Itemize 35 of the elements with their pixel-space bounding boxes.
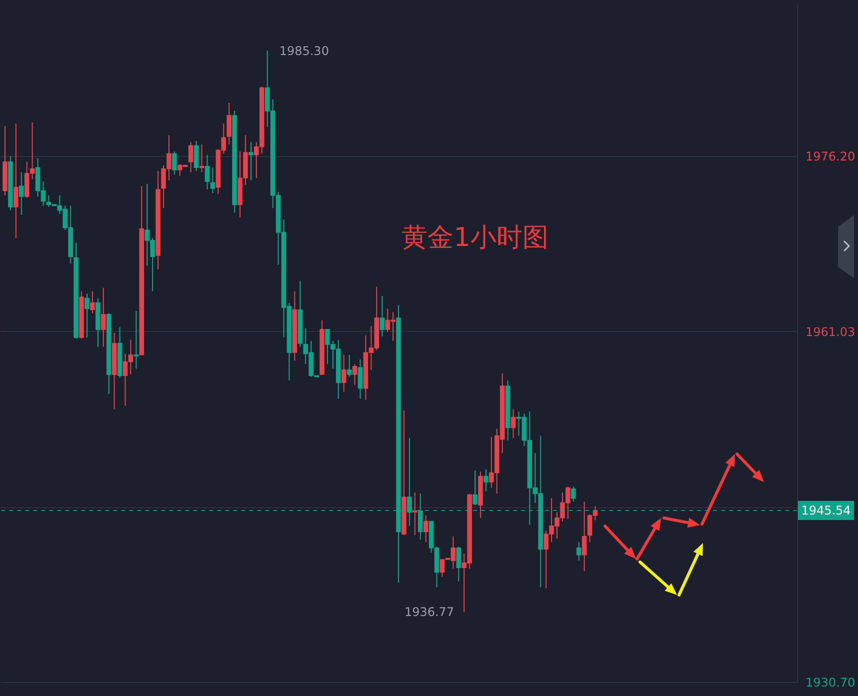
candlestick <box>484 468 488 492</box>
candlestick <box>576 542 582 562</box>
candlestick <box>100 287 106 348</box>
candlestick <box>358 358 363 400</box>
y-tick-label: 1961.03 <box>806 324 856 339</box>
candlestick <box>18 172 24 216</box>
candlestick <box>380 295 385 337</box>
annotation: 黄金1小时图 <box>402 223 548 253</box>
candlestick <box>423 515 428 543</box>
candlestick <box>90 290 95 314</box>
candlestick <box>194 140 199 172</box>
candlestick <box>204 154 210 190</box>
candlestick <box>582 501 587 572</box>
candlestick <box>199 144 204 173</box>
candlestick <box>172 150 177 176</box>
candlestick <box>510 408 516 439</box>
y-tick-label: 1976.20 <box>806 150 856 164</box>
candlestick <box>210 167 216 194</box>
candlestick <box>346 354 352 378</box>
annotation: 1936.77 <box>404 604 454 619</box>
candlestick <box>134 310 139 370</box>
annotation: 1985.30 <box>279 44 329 58</box>
candlestick <box>341 354 346 392</box>
candlestick <box>456 546 462 582</box>
candlestick <box>472 470 478 506</box>
candlestick <box>14 123 18 239</box>
candlestick <box>412 492 418 536</box>
candlestick <box>84 293 90 338</box>
y-tick-label: 1930.70 <box>806 676 856 690</box>
candlestick <box>226 102 232 145</box>
candlestick <box>570 486 576 502</box>
candlestick <box>248 142 254 181</box>
ref-line-label: 1945.54 <box>801 503 851 518</box>
candlestick <box>352 364 358 386</box>
candlestick <box>188 142 194 173</box>
